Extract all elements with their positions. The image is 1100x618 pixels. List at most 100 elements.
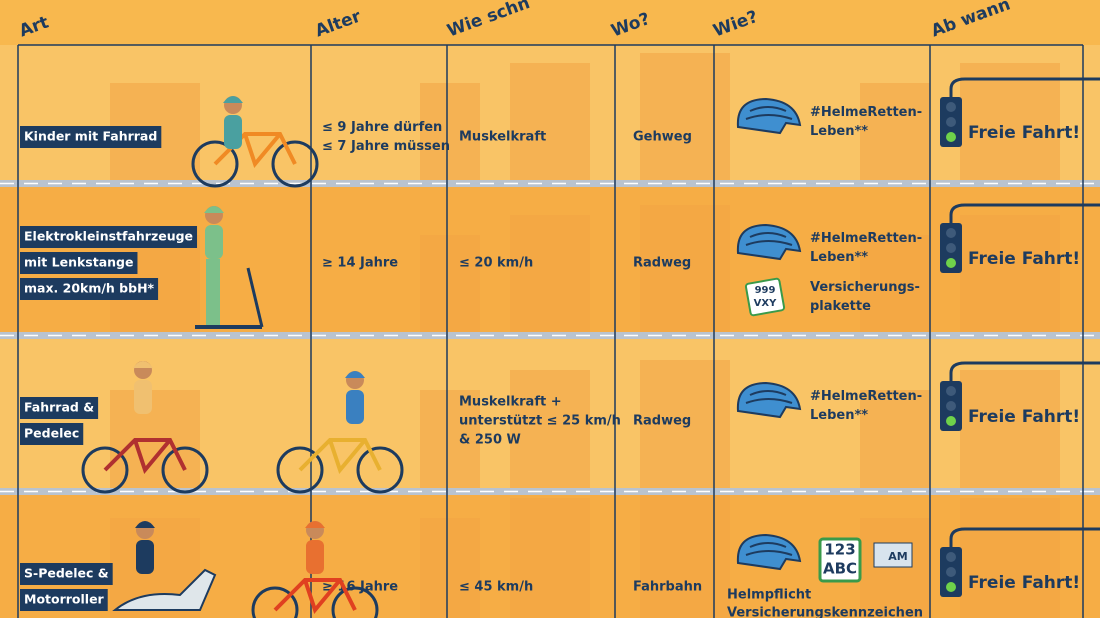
art-label-bg [20, 563, 113, 585]
building [640, 360, 730, 490]
column-header: Art [17, 12, 52, 41]
signal-pole [949, 203, 1100, 225]
rider-legs [206, 259, 220, 325]
helmet-vents [745, 232, 793, 246]
helmet-text: Versicherungskennzeichen [727, 606, 923, 618]
wheel [191, 140, 239, 188]
art-label-bg [20, 589, 108, 611]
frame [103, 438, 187, 475]
rider-body [224, 115, 242, 149]
go-text: Freie Fahrt! [968, 573, 1080, 593]
rider-body [136, 540, 154, 574]
wheel [276, 446, 324, 494]
signal-lamp [946, 582, 956, 592]
helmet-text: #HelmeRetten- [810, 389, 922, 404]
helmet-vents [745, 390, 793, 404]
column-header: Wie schn [445, 0, 533, 41]
wheel [356, 446, 404, 494]
rider-helmet [133, 361, 153, 368]
building [860, 518, 930, 618]
plate [818, 537, 862, 583]
age-text: ≤ 9 Jahre dürfen [322, 120, 442, 135]
wheel [331, 586, 379, 618]
go-text: Freie Fahrt! [968, 249, 1080, 269]
speed-text: ≤ 20 km/h [459, 256, 533, 271]
rider-body [306, 540, 324, 574]
building [510, 215, 590, 335]
helmet-text: #HelmeRetten- [810, 231, 922, 246]
signal-lamp [946, 228, 956, 238]
signal-lamp [946, 386, 956, 396]
column-header: Wie? [711, 7, 761, 42]
signal-lamp [946, 102, 956, 112]
building [860, 390, 930, 490]
insurance-text: plakette [810, 299, 871, 314]
helmet-text: Leben** [810, 124, 868, 139]
building [960, 498, 1060, 618]
art-label-bg [20, 226, 198, 248]
speed-text: & 250 W [459, 433, 521, 448]
signal-pole [949, 77, 1100, 99]
helmet-text: #HelmeRetten- [810, 105, 922, 120]
motor-scooter [112, 568, 217, 611]
building [960, 63, 1060, 183]
column-header: Wo? [609, 9, 653, 41]
building [420, 235, 480, 335]
rider-helmet [135, 521, 155, 528]
go-text: Freie Fahrt! [968, 123, 1080, 143]
wheel [271, 140, 319, 188]
am-sign [873, 542, 913, 568]
insurance-badge [744, 277, 786, 317]
signal-lamp [946, 117, 956, 127]
building [640, 205, 730, 335]
plate-text: 123 [824, 541, 855, 559]
signal-lamp [946, 416, 956, 426]
art-label: max. 20km/h bbH* [24, 281, 155, 296]
road [0, 332, 1100, 339]
scooter-stem [246, 267, 264, 328]
frame [298, 438, 382, 475]
wheel [81, 446, 129, 494]
signal-lamp [946, 552, 956, 562]
column-header: Alter [313, 6, 365, 41]
speed-text: Muskelkraft [459, 130, 546, 145]
age-text: ≥ 14 Jahre [322, 256, 398, 271]
road [0, 488, 1100, 495]
signal-lamp [946, 132, 956, 142]
where-text: Gehweg [633, 130, 692, 145]
art-label: Motorroller [24, 592, 105, 607]
art-label-bg [20, 252, 138, 274]
plate-text: ABC [823, 560, 857, 578]
speed-text: ≤ 45 km/h [459, 580, 533, 595]
building [420, 83, 480, 183]
where-text: Fahrbahn [633, 580, 702, 595]
signal-lamp [946, 243, 956, 253]
helmet-vents [745, 542, 793, 556]
art-label: Elektrokleinstfahrzeuge [24, 229, 193, 244]
road [0, 180, 1100, 187]
signal-lamp [946, 401, 956, 411]
rider-body [205, 225, 223, 259]
helmet-text: Leben** [810, 408, 868, 423]
building [420, 390, 480, 490]
signal-pole [949, 361, 1100, 383]
building [510, 498, 590, 618]
rider-body [134, 380, 152, 414]
art-label-bg [20, 278, 159, 300]
insurance-badge-text: 999 [755, 285, 776, 296]
building [420, 518, 480, 618]
art-label: Pedelec [24, 426, 79, 441]
am-sign-text: AM [888, 550, 907, 563]
wheel [251, 586, 299, 618]
art-label: S-Pedelec & [24, 566, 109, 581]
go-text: Freie Fahrt! [968, 407, 1080, 427]
signal-pole [949, 527, 1100, 549]
column-header: Ab wann [929, 0, 1013, 41]
insurance-text: Versicherungs- [810, 280, 920, 295]
building [640, 488, 730, 618]
signal-lamp [946, 567, 956, 577]
building [860, 235, 930, 335]
rider-body [346, 390, 364, 424]
